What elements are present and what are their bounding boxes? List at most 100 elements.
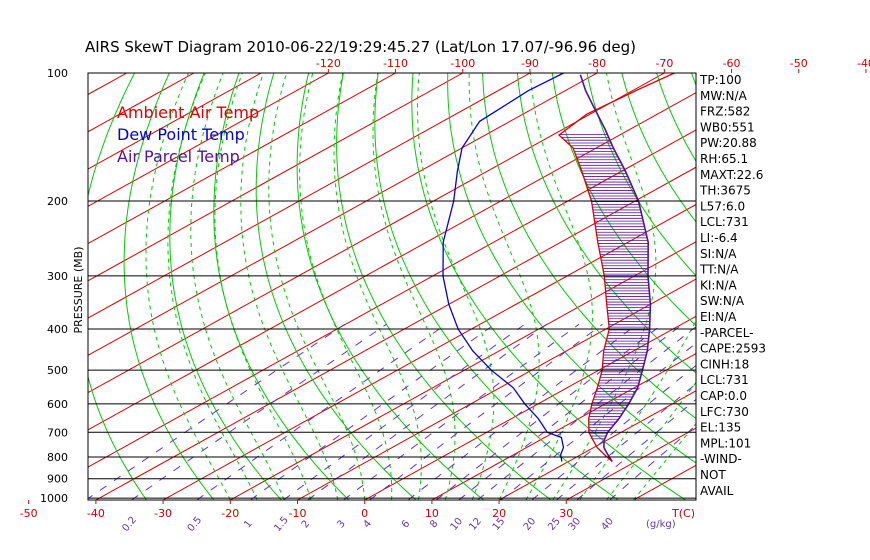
pressure-tick-label: 1000 <box>40 492 68 505</box>
stability-index: EI:N/A <box>700 310 737 324</box>
stability-index: EL:135 <box>700 421 741 435</box>
stability-index: NOT <box>700 468 726 482</box>
pressure-tick-label: 200 <box>47 195 68 208</box>
mixing-ratio-tick-label: 8 <box>428 518 441 530</box>
stability-index: KI:N/A <box>700 278 737 292</box>
stability-index: TP:100 <box>699 73 742 87</box>
mixing-ratio-tick-label: 40 <box>599 516 616 533</box>
isotherm-line <box>88 73 262 170</box>
dry-adiabat-line <box>447 73 696 464</box>
bottom-temp-tick-label: -20 <box>221 507 239 520</box>
dry-adiabat-line <box>374 73 619 500</box>
top-temp-tick-label: -40 <box>857 57 870 70</box>
ambient-temp-line <box>557 73 675 462</box>
bottom-temp-tick-label: 0 <box>361 507 368 520</box>
mixing-ratio-tick-label: 2 <box>300 518 313 530</box>
dry-adiabat-line <box>516 73 696 374</box>
moist-adiabat-line <box>468 73 540 500</box>
y-axis-label: PRESSURE (MB) <box>72 247 85 334</box>
isotherm-line <box>88 73 598 356</box>
bottom-temp-tick-label: 30 <box>559 507 573 520</box>
bottom-temp-tick-label: -40 <box>87 507 105 520</box>
dry-adiabat-line <box>796 73 870 500</box>
isotherm-line <box>566 427 696 500</box>
top-temp-tick-label: -60 <box>723 57 741 70</box>
dry-adiabat-line <box>621 73 696 223</box>
isotherm-line <box>88 129 696 468</box>
mixing-ratio-tick-label: 6 <box>400 518 413 530</box>
isotherm-line <box>88 73 396 245</box>
moist-adiabat-line <box>606 381 696 500</box>
top-temp-tick-label: -80 <box>588 57 606 70</box>
stability-index: CINH:18 <box>700 357 749 371</box>
stability-index: LCL:731 <box>700 215 749 229</box>
stability-index: SW:N/A <box>700 294 745 308</box>
stability-index: L57:6.0 <box>700 199 745 213</box>
isotherm-line <box>88 92 696 431</box>
isotherm-line <box>364 315 696 500</box>
stability-index: TH:3675 <box>699 184 751 198</box>
isotherm-line <box>431 352 696 500</box>
cape-hatching <box>559 134 651 440</box>
isotherm-line <box>88 73 665 394</box>
mixing-ratio-line <box>250 323 495 500</box>
stability-index: -WIND- <box>700 452 742 466</box>
moist-adiabat-line <box>167 73 258 500</box>
legend-entry: Dew Point Temp <box>117 125 245 144</box>
moist-adiabat-line <box>190 73 285 500</box>
chart-title: AIRS SkewT Diagram 2010-06-22/19:29:45.2… <box>85 38 636 56</box>
stability-index: RH:65.1 <box>700 152 748 166</box>
stability-index: LCL:731 <box>700 373 749 387</box>
mixing-ratio-unit: (g/kg) <box>646 519 676 530</box>
moist-adiabat-line <box>333 73 422 500</box>
dry-adiabat-line <box>336 73 552 500</box>
pressure-tick-label: 900 <box>47 473 68 486</box>
dry-adiabat-line <box>482 73 696 420</box>
bottom-temp-unit: T(C) <box>671 507 695 520</box>
dry-adiabat-line <box>656 73 696 163</box>
top-temp-tick-label: -70 <box>655 57 673 70</box>
top-temp-tick-label: -90 <box>521 57 539 70</box>
isotherm-line <box>230 241 696 500</box>
mixing-ratio-tick-label: 1 <box>242 518 255 530</box>
isotherm-line <box>162 203 696 500</box>
bottom-temp-tick-label: 20 <box>492 507 506 520</box>
stability-index: CAP:0.0 <box>700 389 747 403</box>
pressure-tick-label: 800 <box>47 451 68 464</box>
pressure-tick-label: 100 <box>47 67 68 80</box>
stability-index: WB0:551 <box>700 120 755 134</box>
stability-index: LI:-6.4 <box>700 231 738 245</box>
plot-frame <box>87 72 697 501</box>
pressure-tick-label: 300 <box>47 270 68 283</box>
dry-adiabat-line <box>831 73 870 500</box>
moist-adiabat-line <box>552 73 657 500</box>
stability-index: PW:20.88 <box>700 136 757 150</box>
moist-adiabat-line <box>525 73 593 500</box>
isotherm-line <box>88 73 329 207</box>
moist-adiabat-line <box>268 73 366 500</box>
stability-index: MPL:101 <box>700 436 751 450</box>
stability-index: TT:N/A <box>699 263 739 277</box>
mixing-ratio-line <box>307 323 547 500</box>
plot-area <box>88 73 870 500</box>
mixing-ratio-line <box>283 323 525 500</box>
isotherm-line <box>498 390 696 500</box>
stability-index: MW:N/A <box>700 89 748 103</box>
stability-index: LFC:730 <box>700 405 749 419</box>
mixing-ratio-tick-label: 10 <box>449 516 466 533</box>
isotherm-line <box>88 73 531 319</box>
mixing-ratio-tick-label: 20 <box>522 516 539 533</box>
dry-adiabat-line <box>88 73 147 500</box>
stability-index: FRZ:582 <box>700 105 750 119</box>
stability-index: CAPE:2593 <box>700 342 766 356</box>
dry-adiabat-line <box>866 73 870 500</box>
top-temp-tick-label: -120 <box>316 57 341 70</box>
isotherm-line <box>95 166 696 500</box>
top-temp-tick-label: -110 <box>383 57 408 70</box>
bottom-temp-tick-label: -10 <box>289 507 307 520</box>
mixing-ratio-tick-label: 0.5 <box>186 515 205 534</box>
legend-entry: Air Parcel Temp <box>117 147 240 166</box>
pressure-tick-label: 600 <box>47 398 68 411</box>
